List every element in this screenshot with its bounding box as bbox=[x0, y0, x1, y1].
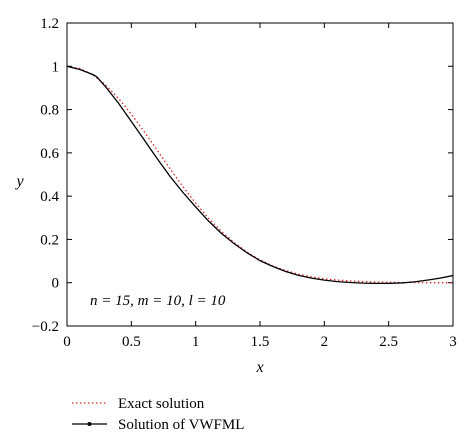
y-tick-label: 0.6 bbox=[40, 146, 59, 162]
x-tick-label: 1.5 bbox=[251, 334, 270, 350]
x-tick-label: 3 bbox=[449, 334, 457, 350]
x-tick-label: 2.5 bbox=[379, 334, 398, 350]
y-tick-label: 0.4 bbox=[40, 189, 59, 205]
y-tick-label: 0 bbox=[52, 276, 60, 292]
x-tick-label: 0.5 bbox=[122, 334, 141, 350]
series-line-vwfml bbox=[67, 65, 453, 285]
x-axis-label: x bbox=[255, 359, 263, 376]
parameter-annotation: n = 15, m = 10, l = 10 bbox=[90, 293, 226, 309]
series-line-exact-solution bbox=[67, 65, 453, 284]
x-tick-label: 0 bbox=[63, 334, 71, 350]
legend: Exact solution Solution of VWFML bbox=[72, 396, 244, 433]
y-tick-label: −0.2 bbox=[32, 319, 59, 335]
y-tick-label: 1 bbox=[52, 59, 60, 75]
legend-label-vwfml: Solution of VWFML bbox=[118, 417, 244, 433]
plot-area-frame bbox=[66, 22, 454, 327]
x-tick-label: 1 bbox=[192, 334, 200, 350]
legend-label-exact: Exact solution bbox=[118, 396, 205, 412]
y-tick-label: 0.2 bbox=[40, 232, 59, 248]
y-tick-label: 0.8 bbox=[40, 103, 59, 119]
y-axis-label: y bbox=[14, 173, 24, 190]
legend-marker-vwfml bbox=[87, 422, 92, 426]
y-tick-label: 1.2 bbox=[40, 16, 59, 32]
x-tick-label: 2 bbox=[321, 334, 329, 350]
